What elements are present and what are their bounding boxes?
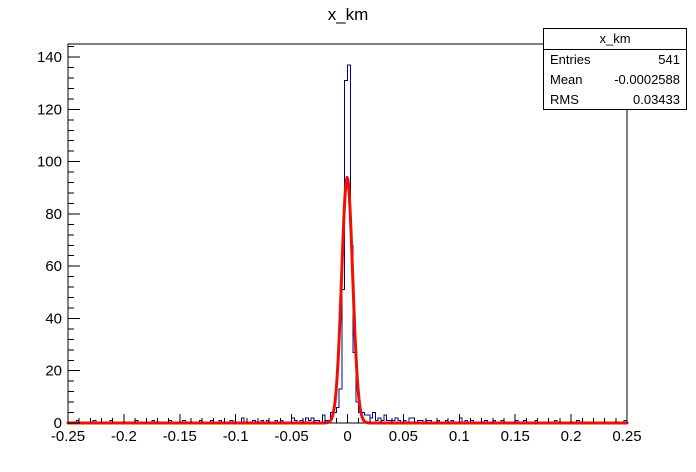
y-tick-label: 20 bbox=[45, 363, 62, 380]
stats-value: -0.0002588 bbox=[614, 72, 680, 87]
x-tick-label: -0.2 bbox=[111, 428, 137, 445]
x-tick-label: 0.05 bbox=[389, 428, 418, 445]
x-tick-label: -0.25 bbox=[51, 428, 85, 445]
y-tick-label: 0 bbox=[54, 415, 62, 432]
fit-curve bbox=[66, 175, 629, 425]
stats-row-rms: RMS 0.03433 bbox=[544, 89, 686, 109]
y-tick-label: 140 bbox=[37, 49, 62, 66]
stats-label: Mean bbox=[550, 72, 583, 87]
x-tick-label: 0 bbox=[343, 428, 351, 445]
x-tick-label: 0.2 bbox=[561, 428, 582, 445]
plot-title: x_km bbox=[327, 5, 369, 24]
x-tick-label: 0.25 bbox=[612, 428, 641, 445]
stats-value: 0.03433 bbox=[633, 91, 680, 107]
stats-box-title: x_km bbox=[544, 29, 686, 50]
stats-label: RMS bbox=[550, 91, 579, 107]
stats-value: 541 bbox=[658, 52, 680, 68]
x-tick-label: 0.15 bbox=[501, 428, 530, 445]
x-tick-label: 0.1 bbox=[449, 428, 470, 445]
stats-box-rows: Entries 541 Mean -0.0002588 RMS 0.03433 bbox=[544, 50, 686, 109]
y-tick-label: 40 bbox=[45, 310, 62, 327]
stats-label: Entries bbox=[550, 52, 591, 68]
y-tick-label: 120 bbox=[37, 101, 62, 118]
y-tick-label: 80 bbox=[45, 206, 62, 223]
x-tick-label: -0.15 bbox=[163, 428, 197, 445]
x-tick-label: -0.05 bbox=[274, 428, 308, 445]
y-tick-label: 60 bbox=[45, 258, 62, 275]
stats-row-mean: Mean -0.0002588 bbox=[544, 70, 686, 90]
x-tick-label: -0.1 bbox=[223, 428, 249, 445]
histogram-line bbox=[68, 64, 628, 424]
y-tick-label: 100 bbox=[37, 154, 62, 171]
stats-row-entries: Entries 541 bbox=[544, 50, 686, 70]
stats-box: x_km Entries 541 Mean -0.0002588 RMS 0.0… bbox=[543, 28, 687, 110]
